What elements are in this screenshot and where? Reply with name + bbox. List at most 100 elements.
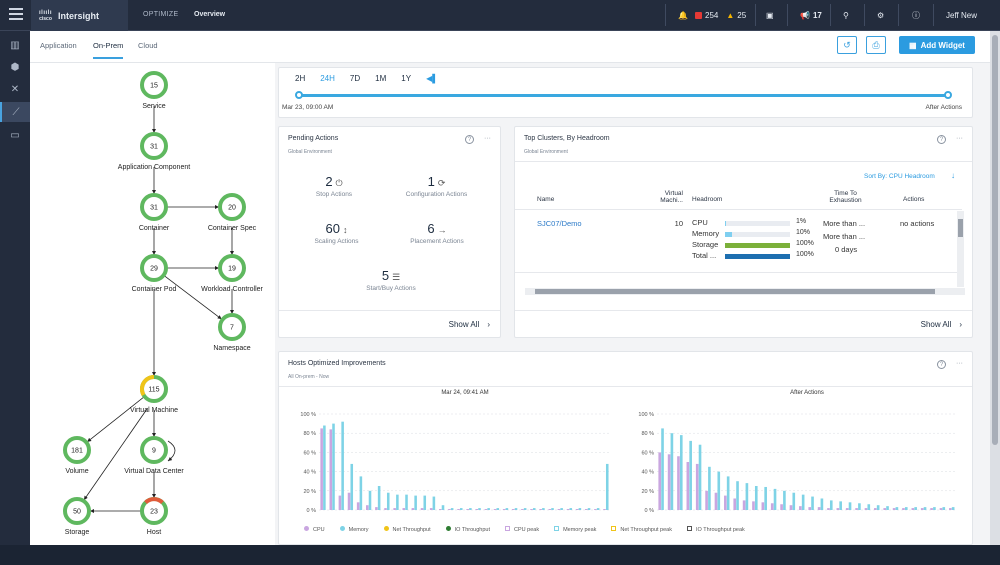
- cluster-name-link[interactable]: SJC07/Demo: [537, 219, 582, 228]
- bell-icon[interactable]: 🔔: [678, 11, 688, 20]
- bar-memory[interactable]: [886, 506, 889, 510]
- clusters-show-all[interactable]: Show All ›: [921, 320, 962, 329]
- bar-cpu[interactable]: [845, 508, 849, 510]
- range-24h[interactable]: 24H: [320, 74, 335, 83]
- bar-memory[interactable]: [459, 508, 463, 510]
- sort-dropdown[interactable]: Sort By: CPU Headroom: [864, 173, 935, 180]
- bar-memory[interactable]: [368, 490, 372, 510]
- bar-memory[interactable]: [848, 502, 852, 510]
- bar-cpu[interactable]: [752, 501, 755, 510]
- bar-memory[interactable]: [396, 494, 399, 510]
- bar-memory[interactable]: [661, 428, 664, 510]
- bar-memory[interactable]: [689, 440, 692, 510]
- legend-io[interactable]: IO Throughput: [445, 526, 490, 533]
- bar-memory[interactable]: [923, 507, 927, 510]
- help-icon[interactable]: ?: [937, 135, 946, 144]
- topology-node-vol[interactable]: 181 Volume: [63, 436, 91, 475]
- more-icon[interactable]: ···: [484, 135, 491, 142]
- slider-start-handle[interactable]: [295, 91, 303, 99]
- user-menu[interactable]: Jeff New: [946, 8, 977, 23]
- bar-memory[interactable]: [698, 444, 702, 510]
- bar-memory[interactable]: [386, 492, 390, 510]
- search-icon[interactable]: ⚲: [843, 11, 849, 20]
- bar-memory[interactable]: [764, 486, 767, 510]
- bar-cpu[interactable]: [411, 508, 415, 510]
- menu-icon[interactable]: [9, 8, 23, 22]
- bar-cpu[interactable]: [429, 508, 433, 510]
- topology-node-cpod[interactable]: 29 Container Pod: [132, 254, 177, 293]
- topology-node-vdc[interactable]: 9 Virtual Data Center: [124, 436, 184, 475]
- bar-memory[interactable]: [587, 508, 591, 510]
- bar-cpu[interactable]: [594, 509, 597, 510]
- bar-memory[interactable]: [904, 507, 908, 510]
- bar-memory[interactable]: [450, 508, 454, 510]
- bar-cpu[interactable]: [695, 463, 699, 510]
- legend-memory[interactable]: Memory: [339, 526, 369, 533]
- legend-cpu[interactable]: CPU: [304, 526, 325, 533]
- bar-cpu[interactable]: [393, 508, 396, 510]
- bar-memory[interactable]: [596, 508, 600, 510]
- bar-cpu[interactable]: [548, 509, 552, 510]
- topology-node-host[interactable]: 23 Host: [140, 497, 168, 536]
- bar-memory[interactable]: [441, 505, 445, 510]
- tab-application[interactable]: Application: [40, 41, 77, 50]
- bar-memory[interactable]: [792, 492, 796, 510]
- bar-memory[interactable]: [754, 486, 758, 510]
- col-vms[interactable]: Virtual Machi...: [660, 190, 683, 204]
- announcements[interactable]: 📢 17: [800, 8, 822, 23]
- legend-net[interactable]: Net Throughput: [383, 526, 431, 533]
- alarms[interactable]: 254 ▲ 25: [695, 8, 746, 23]
- bar-memory[interactable]: [578, 508, 582, 510]
- monitor-icon[interactable]: ▭: [10, 129, 20, 141]
- bar-memory[interactable]: [569, 508, 573, 510]
- bar-cpu[interactable]: [939, 508, 943, 510]
- legend-cpu-peak[interactable]: CPU peak: [505, 526, 539, 533]
- scaling-actions[interactable]: 60 ↕ Scaling Actions: [299, 221, 374, 245]
- bar-cpu[interactable]: [780, 504, 783, 510]
- bar-memory[interactable]: [542, 508, 545, 510]
- topology-node-ns[interactable]: 7 Namespace: [213, 313, 251, 352]
- bar-cpu[interactable]: [466, 509, 469, 510]
- bar-cpu[interactable]: [557, 509, 561, 510]
- placement-actions[interactable]: 6 → Placement Actions: [397, 221, 477, 245]
- bar-memory[interactable]: [605, 463, 609, 510]
- bar-cpu[interactable]: [761, 502, 765, 510]
- legend-net-peak[interactable]: Net Throughput peak: [611, 526, 672, 533]
- more-icon[interactable]: ···: [956, 135, 963, 142]
- bar-memory[interactable]: [423, 495, 427, 510]
- bar-cpu[interactable]: [384, 508, 387, 510]
- bar-memory[interactable]: [377, 486, 381, 510]
- add-widget-button[interactable]: ▦ Add Widget: [899, 36, 975, 54]
- gear-icon[interactable]: ⚙: [877, 11, 885, 20]
- topology-node-app[interactable]: 31 Application Component: [118, 132, 190, 171]
- legend-io-peak[interactable]: IO Throughput peak: [686, 526, 745, 533]
- bar-cpu[interactable]: [539, 509, 542, 510]
- tab-cloud[interactable]: Cloud: [138, 41, 158, 50]
- col-headroom[interactable]: Headroom: [692, 196, 723, 203]
- bar-cpu[interactable]: [714, 492, 718, 510]
- bar-cpu[interactable]: [667, 454, 671, 510]
- topology-node-storage[interactable]: 50 Storage: [63, 497, 91, 536]
- stop-actions[interactable]: 2 ⏻ Stop Actions: [299, 174, 369, 198]
- bar-cpu[interactable]: [502, 509, 506, 510]
- page-scrollbar[interactable]: [990, 31, 1000, 545]
- bar-memory[interactable]: [839, 501, 842, 510]
- print-button[interactable]: ⎙: [866, 36, 886, 54]
- tab-on-prem[interactable]: On-Prem: [93, 41, 124, 59]
- bar-cpu[interactable]: [799, 506, 802, 510]
- bar-memory[interactable]: [951, 507, 955, 510]
- help-icon[interactable]: ?: [937, 360, 946, 369]
- bar-cpu[interactable]: [864, 508, 868, 510]
- bar-memory[interactable]: [359, 476, 363, 510]
- play-icon[interactable]: ◀▌: [426, 74, 438, 83]
- slider-end-handle[interactable]: [944, 91, 952, 99]
- bar-cpu[interactable]: [438, 509, 442, 510]
- help-icon[interactable]: ?: [465, 135, 474, 144]
- bar-memory[interactable]: [914, 507, 917, 510]
- bar-memory[interactable]: [323, 425, 326, 510]
- bar-memory[interactable]: [350, 463, 354, 510]
- bar-cpu[interactable]: [521, 509, 524, 510]
- bar-cpu[interactable]: [883, 508, 887, 510]
- bar-cpu[interactable]: [742, 500, 746, 510]
- bar-cpu[interactable]: [420, 508, 424, 510]
